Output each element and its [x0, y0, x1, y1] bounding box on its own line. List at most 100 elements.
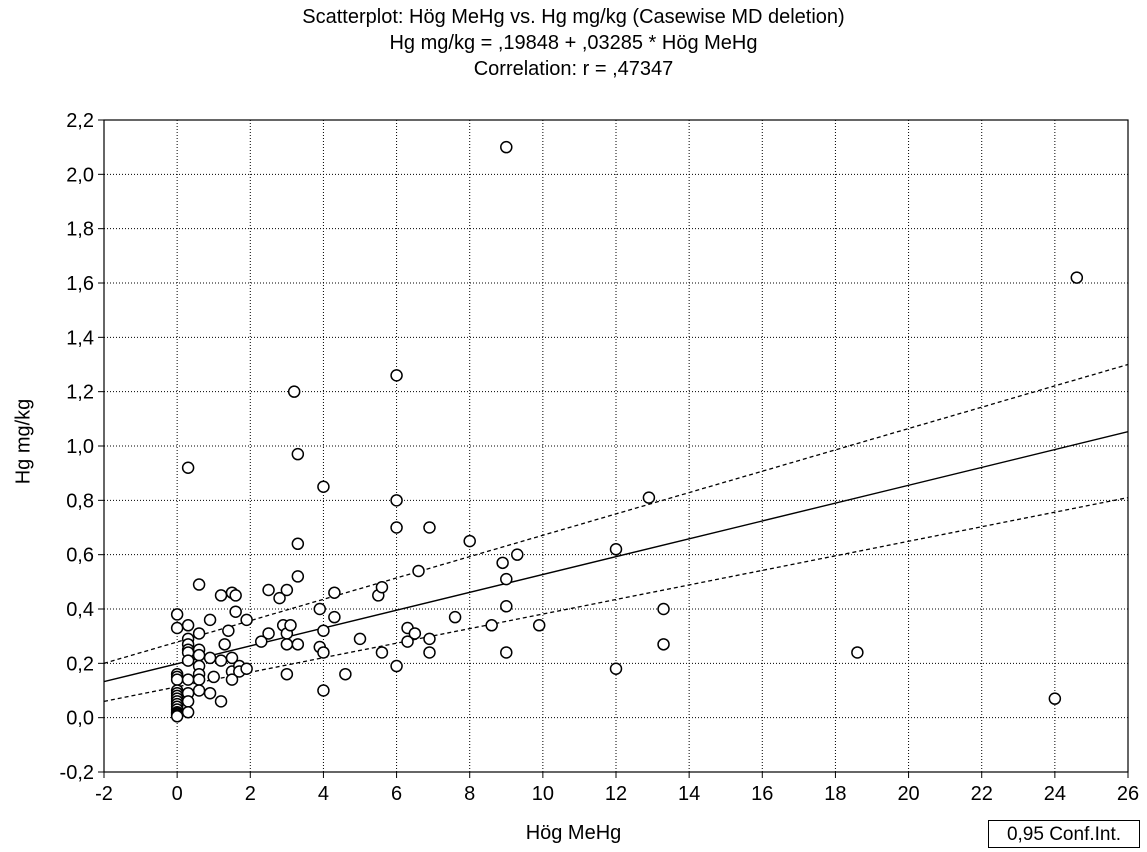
data-point — [423, 521, 436, 534]
conf-band-lower — [104, 496, 1128, 703]
data-point — [262, 583, 275, 597]
data-point — [170, 673, 184, 686]
conf-band-upper — [104, 363, 1128, 664]
data-point — [291, 537, 305, 551]
data-point — [262, 627, 275, 640]
data-point — [317, 684, 330, 697]
data-point — [485, 619, 498, 632]
data-point — [192, 627, 206, 640]
data-point — [1070, 271, 1084, 284]
data-point — [229, 605, 242, 618]
y-tick-label: 1,8 — [66, 219, 94, 241]
x-tick-label: 6 — [391, 783, 402, 805]
x-tick-label: 22 — [971, 783, 993, 805]
data-point — [225, 651, 239, 665]
data-point — [214, 654, 228, 667]
data-point — [280, 638, 294, 651]
y-tick-label: 1,2 — [66, 382, 94, 404]
data-point — [280, 667, 294, 681]
data-point — [181, 619, 195, 632]
data-point — [291, 638, 305, 651]
data-point — [240, 662, 253, 676]
y-tick-label: 2,0 — [66, 164, 94, 186]
x-tick-label: 8 — [464, 783, 475, 805]
data-point — [317, 480, 330, 493]
data-point — [317, 624, 330, 637]
data-point — [423, 632, 436, 646]
data-point — [657, 602, 670, 616]
y-tick-label: 2,2 — [66, 110, 94, 132]
x-tick-label: 14 — [678, 783, 700, 805]
data-point — [500, 140, 513, 154]
data-point — [291, 570, 305, 583]
y-tick-label: 1,0 — [66, 436, 94, 458]
y-tick-label: 0,0 — [66, 708, 94, 730]
data-point — [192, 673, 206, 686]
data-point — [500, 600, 513, 613]
data-point — [255, 635, 268, 648]
data-point — [408, 627, 422, 640]
x-tick-label: 12 — [605, 783, 627, 805]
x-tick-label: 24 — [1044, 783, 1066, 805]
data-point — [225, 673, 239, 686]
data-point — [390, 521, 403, 534]
data-point — [463, 534, 476, 548]
data-point — [412, 564, 425, 578]
y-tick-label: 1,6 — [66, 273, 94, 295]
data-point — [339, 667, 352, 681]
data-point — [214, 589, 228, 602]
data-point — [496, 556, 509, 570]
data-point — [192, 578, 206, 591]
data-point — [532, 619, 546, 632]
data-point — [181, 705, 195, 719]
data-point — [181, 695, 195, 708]
data-point — [390, 494, 403, 507]
data-point — [203, 651, 217, 665]
data-point — [291, 447, 305, 461]
y-tick-label: 1,4 — [66, 327, 94, 349]
data-point — [192, 648, 206, 662]
chart-subtitle: Hg mg/kg = ,19848 + ,03285 * Hög MeHg — [389, 32, 758, 54]
data-point — [284, 619, 297, 632]
data-point — [181, 654, 195, 667]
data-point — [181, 673, 195, 686]
data-point — [222, 624, 235, 637]
x-axis-title: Hög MeHg — [525, 822, 622, 844]
y-tick-label: 0,8 — [66, 490, 94, 512]
data-point — [401, 635, 414, 648]
x-tick-label: 10 — [532, 783, 554, 805]
data-point — [328, 586, 341, 599]
data-point — [203, 613, 217, 627]
chart-title: Scatterplot: Hög MeHg vs. Hg mg/kg (Case… — [302, 6, 845, 28]
data-point — [229, 589, 242, 602]
y-axis-title: Hg mg/kg — [12, 398, 35, 485]
data-point — [181, 461, 195, 474]
data-point — [203, 686, 217, 700]
x-tick-label: -2 — [95, 783, 113, 805]
data-point — [500, 646, 513, 659]
data-point — [511, 548, 524, 561]
regression-line — [104, 431, 1128, 683]
y-tick-label: 0,2 — [66, 653, 94, 675]
y-tick-label: 0,6 — [66, 545, 94, 567]
y-tick-label: 0,4 — [66, 599, 94, 621]
chart-correlation: Correlation: r = ,47347 — [473, 58, 674, 80]
data-point — [448, 610, 462, 624]
x-tick-label: 0 — [172, 783, 183, 805]
data-point — [192, 684, 206, 697]
data-point — [500, 572, 513, 586]
data-point — [642, 491, 656, 504]
data-point — [375, 581, 389, 594]
data-point — [280, 583, 294, 597]
legend-conf-int: 0,95 Conf.Int. — [988, 820, 1140, 848]
data-point — [609, 662, 623, 676]
data-point — [214, 695, 228, 708]
data-point — [328, 610, 341, 624]
x-tick-label: 4 — [318, 783, 329, 805]
data-point — [609, 542, 623, 556]
x-tick-label: 26 — [1117, 783, 1139, 805]
data-point — [273, 591, 286, 605]
data-point — [390, 369, 403, 382]
data-point — [375, 646, 389, 659]
